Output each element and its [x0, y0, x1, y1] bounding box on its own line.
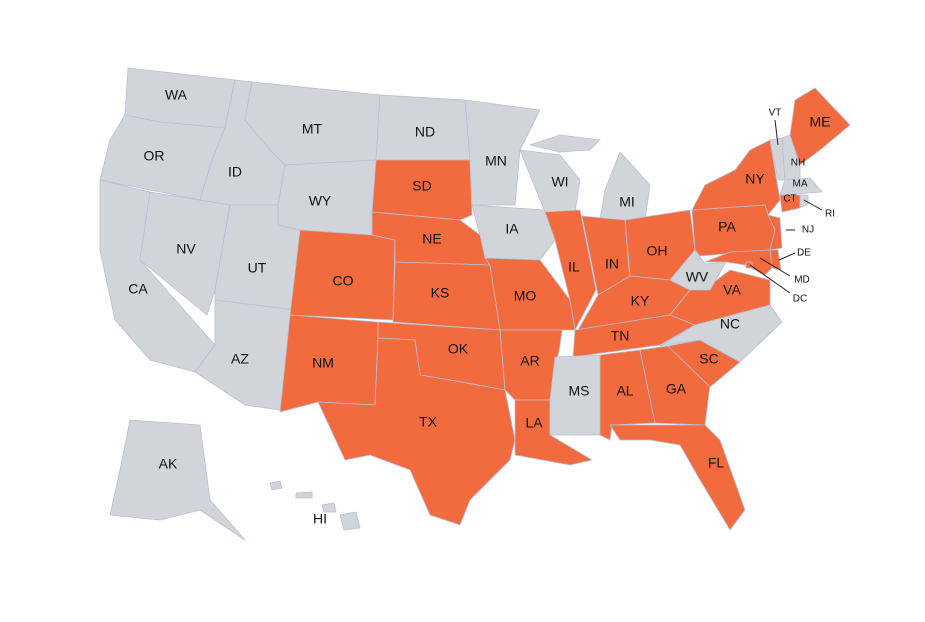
- state-label: NM: [312, 355, 334, 371]
- state-shape: [321, 502, 337, 513]
- state-label: CA: [128, 281, 148, 297]
- state-label: NJ: [802, 225, 814, 236]
- state-label: MT: [302, 121, 323, 137]
- state: [109, 419, 246, 541]
- state: [781, 134, 801, 181]
- state-label: MD: [794, 275, 810, 286]
- state-shape: [464, 99, 541, 206]
- state-shape: [779, 177, 823, 196]
- state-shape: [639, 345, 711, 426]
- state-shape: [295, 491, 313, 499]
- state-label: RI: [825, 209, 835, 220]
- state-label: WV: [686, 269, 709, 285]
- state-shape: [799, 194, 809, 208]
- state: [317, 337, 516, 526]
- state-shape: [745, 261, 753, 269]
- state-label: CO: [333, 273, 354, 289]
- state-label: PA: [718, 219, 736, 235]
- state-label: NC: [720, 316, 740, 332]
- state-label: WI: [551, 174, 568, 190]
- state-label: VT: [769, 108, 782, 119]
- state: [269, 480, 361, 531]
- state-shape: [549, 354, 601, 436]
- state: [549, 354, 601, 436]
- state: [371, 159, 473, 221]
- state-label: AK: [159, 456, 178, 472]
- state-label: MA: [793, 179, 808, 190]
- state-label: UT: [248, 260, 267, 276]
- state-label: KY: [631, 293, 650, 309]
- leader-line: [749, 264, 791, 294]
- state-label: CT: [783, 194, 796, 205]
- state-label: TX: [419, 414, 438, 430]
- state-label: FL: [708, 455, 725, 471]
- state-shape: [109, 419, 246, 541]
- state-label: ME: [810, 114, 831, 130]
- state-label: SC: [699, 351, 718, 367]
- state-label: MO: [514, 288, 537, 304]
- state-shape: [609, 424, 746, 531]
- state: [789, 87, 851, 166]
- state-shape: [599, 151, 651, 221]
- state: [691, 139, 781, 216]
- state-shape: [691, 139, 781, 216]
- state-shape: [269, 480, 283, 491]
- state-shape: [371, 159, 473, 221]
- state: [529, 134, 651, 221]
- state-label: AR: [520, 353, 539, 369]
- state-label: ND: [415, 124, 435, 140]
- state-shape: [767, 214, 783, 251]
- state-label: SD: [412, 178, 431, 194]
- state-label: KS: [431, 285, 450, 301]
- state-shape: [339, 511, 361, 531]
- leader-line: [759, 257, 791, 277]
- state-label: WA: [165, 87, 188, 103]
- state-label: HI: [313, 511, 327, 527]
- state: [779, 194, 801, 213]
- state: [519, 149, 581, 213]
- state: [745, 261, 753, 269]
- state-label: NE: [422, 231, 441, 247]
- state-label: IL: [568, 259, 580, 275]
- state-shape: [519, 149, 581, 213]
- state-label: TN: [611, 328, 630, 344]
- state-shape: [789, 87, 851, 166]
- state-shape: [781, 134, 801, 181]
- state: [799, 194, 809, 208]
- state-shape: [317, 337, 516, 526]
- state-label: OH: [647, 243, 668, 259]
- state-shape: [529, 134, 601, 153]
- state: [779, 177, 823, 196]
- state-label: MI: [619, 194, 635, 210]
- state: [639, 345, 711, 426]
- state-label: WY: [309, 193, 332, 209]
- state-label: NV: [176, 241, 196, 257]
- leader-line: [803, 199, 823, 211]
- state-label: MN: [485, 153, 507, 169]
- state-label: OR: [144, 148, 165, 164]
- state-label: LA: [525, 415, 543, 431]
- state: [767, 214, 783, 251]
- state-label: VA: [723, 282, 741, 298]
- state-label: OK: [448, 341, 469, 357]
- state-label: MS: [569, 383, 590, 399]
- state-label: DE: [797, 248, 811, 259]
- state-label: IA: [505, 221, 519, 237]
- leader-line: [774, 119, 779, 146]
- state-shape: [779, 194, 801, 213]
- state-label: NH: [791, 158, 805, 169]
- state-label: AZ: [231, 351, 249, 367]
- state: [609, 424, 746, 531]
- state-label: ID: [228, 164, 242, 180]
- state-label: NY: [745, 171, 765, 187]
- leader-line: [778, 252, 796, 261]
- state-label: DC: [793, 294, 807, 305]
- state-label: AL: [616, 383, 633, 399]
- state-label: IN: [605, 256, 619, 272]
- state: [464, 99, 541, 206]
- state-label: GA: [666, 381, 687, 397]
